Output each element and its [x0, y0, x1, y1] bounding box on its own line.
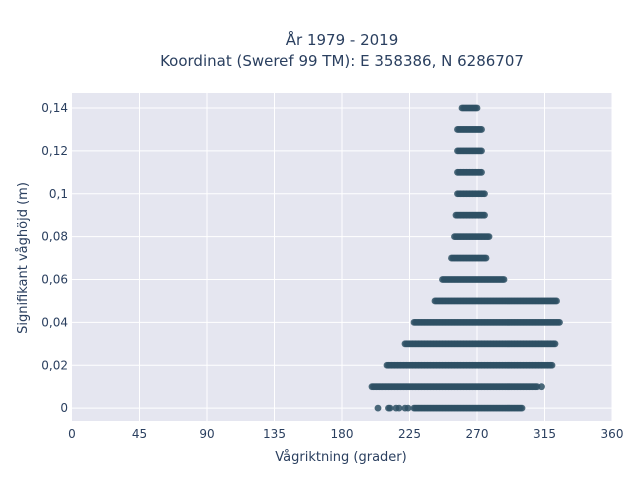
- y-tick-label: 0,12: [41, 144, 68, 158]
- data-points: [368, 104, 563, 412]
- data-point: [556, 318, 563, 326]
- data-point: [473, 104, 481, 112]
- data-point: [478, 168, 485, 176]
- y-tick-labels: 0 0,02 0,04 0,06 0,08 0,1 0,12 0,14: [41, 101, 68, 415]
- y-tick-label: 0,14: [41, 101, 68, 115]
- y-tick-label: 0: [60, 401, 68, 415]
- data-point: [500, 276, 508, 283]
- x-tick-label: 315: [533, 427, 556, 441]
- x-tick-label: 45: [132, 427, 147, 441]
- data-point: [538, 383, 545, 391]
- x-axis-title: Vågriktning (grader): [275, 450, 406, 465]
- x-tick-label: 360: [601, 427, 624, 441]
- data-point: [485, 233, 493, 241]
- data-point: [481, 190, 488, 198]
- y-tick-label: 0,08: [41, 230, 68, 244]
- chart-title-line1: År 1979 - 2019: [286, 30, 399, 49]
- y-axis-title: Signifikant våghöjd (m): [16, 182, 31, 334]
- data-point: [482, 254, 490, 262]
- data-point: [395, 404, 403, 412]
- data-point: [386, 404, 394, 412]
- x-tick-label: 270: [466, 427, 489, 441]
- y-tick-label: 0,02: [41, 358, 68, 372]
- data-point: [404, 404, 412, 412]
- y-tick-label: 0,04: [41, 315, 68, 329]
- x-tick-label: 225: [398, 427, 421, 441]
- x-tick-label: 135: [263, 427, 286, 441]
- chart-title-line2: Koordinat (Sweref 99 TM): E 358386, N 62…: [160, 52, 524, 70]
- data-point: [548, 361, 556, 369]
- data-point: [374, 404, 382, 412]
- data-point: [551, 340, 559, 348]
- x-tick-label: 90: [199, 427, 214, 441]
- y-tick-label: 0,1: [49, 187, 68, 201]
- y-tick-label: 0,06: [41, 273, 68, 287]
- data-point: [478, 147, 485, 155]
- data-point: [478, 126, 485, 133]
- data-point: [553, 297, 560, 305]
- x-tick-label: 180: [331, 427, 354, 441]
- x-tick-labels: 0 45 90 135 180 225 270 315 360: [68, 427, 623, 441]
- data-point: [481, 211, 488, 219]
- data-point: [518, 404, 526, 412]
- x-tick-label: 0: [68, 427, 76, 441]
